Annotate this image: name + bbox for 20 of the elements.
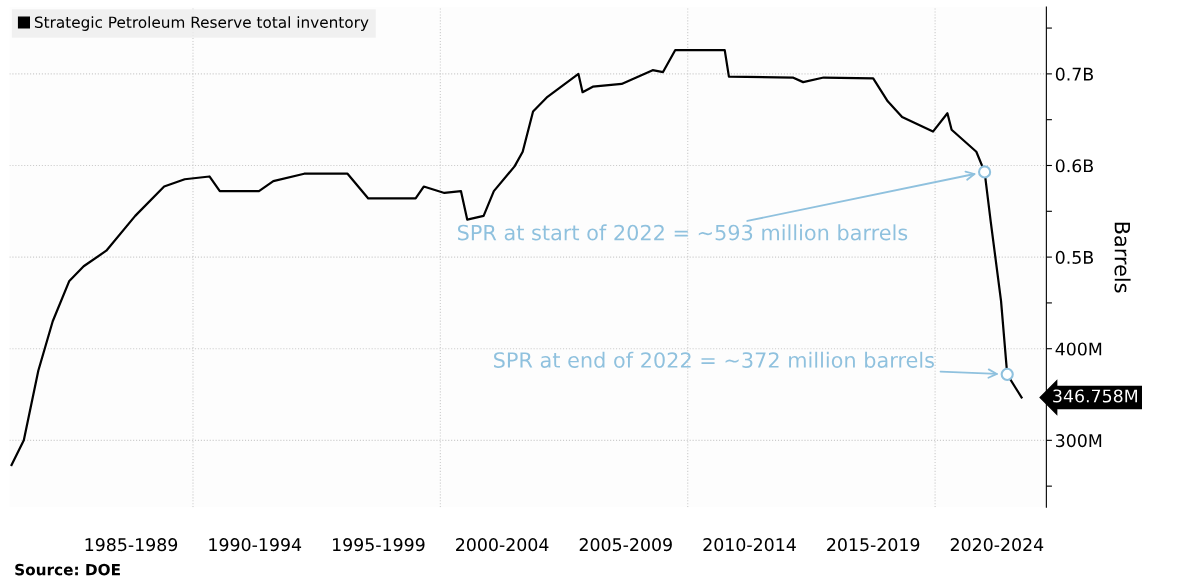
x-tick-label: 2005-2009 bbox=[579, 538, 672, 552]
x-tick-label: 1995-1999 bbox=[333, 538, 425, 552]
y-tick-label: 400M bbox=[1055, 342, 1102, 356]
source-note: Source: DOE bbox=[15, 563, 120, 576]
annotation: SPR at end of 2022 = ~372 million barrels bbox=[494, 351, 934, 368]
x-tick-label: 2010-2014 bbox=[703, 538, 796, 552]
y-tick-label: 0.7B bbox=[1055, 67, 1093, 81]
y-tick-label: 0.5B bbox=[1055, 250, 1093, 264]
y-axis-title: Barrels bbox=[1114, 222, 1131, 293]
x-tick-label: 1985-1989 bbox=[85, 538, 178, 552]
x-tick-label: 2000-2004 bbox=[456, 538, 549, 552]
line-series bbox=[10, 48, 1023, 467]
x-tick-label: 2020-2024 bbox=[950, 538, 1044, 552]
x-tick-label: 1990-1994 bbox=[209, 538, 302, 552]
y-tick-label: 300M bbox=[1056, 434, 1102, 448]
y-tick-label: 0.6B bbox=[1055, 159, 1093, 173]
annotation: SPR at start of 2022 = ~593 million barrels bbox=[457, 224, 908, 241]
x-tick-label: 2015-2019 bbox=[827, 538, 920, 552]
text: 346.758M bbox=[1053, 389, 1137, 403]
legend-label: Strategic Petroleum Reserve total inventory bbox=[34, 16, 369, 31]
